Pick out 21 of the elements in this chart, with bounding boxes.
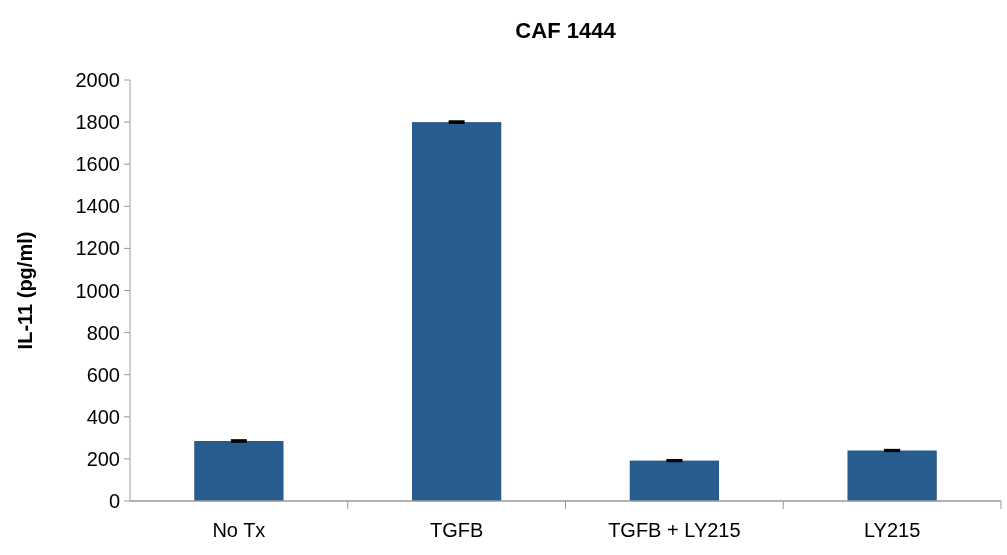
bar <box>194 441 284 501</box>
y-tick-label: 1400 <box>75 195 120 218</box>
bar <box>847 450 937 501</box>
y-tick-label: 1800 <box>75 111 120 134</box>
y-axis-title: IL-11 (pg/ml) <box>14 231 36 350</box>
y-tick-label: 1600 <box>75 153 120 176</box>
y-tick-label: 600 <box>86 363 120 386</box>
y-tick-label: 200 <box>86 447 120 470</box>
y-tick-label: 800 <box>86 321 120 344</box>
x-tick-label: TGFB <box>429 519 484 541</box>
x-tick-label: No Tx <box>212 519 266 541</box>
bar <box>411 122 502 501</box>
y-tick-label: 1000 <box>75 279 120 302</box>
chart-title: CAF 1444 <box>515 18 617 43</box>
x-tick-label: LY215 <box>863 519 921 541</box>
y-tick-label: 400 <box>86 405 120 428</box>
x-tick-label: TGFB + LY215 <box>608 519 741 541</box>
y-tick-label: 0 <box>108 490 120 512</box>
y-tick-label: 2000 <box>75 69 120 91</box>
y-tick-label: 1200 <box>75 237 120 260</box>
bar <box>629 460 720 501</box>
